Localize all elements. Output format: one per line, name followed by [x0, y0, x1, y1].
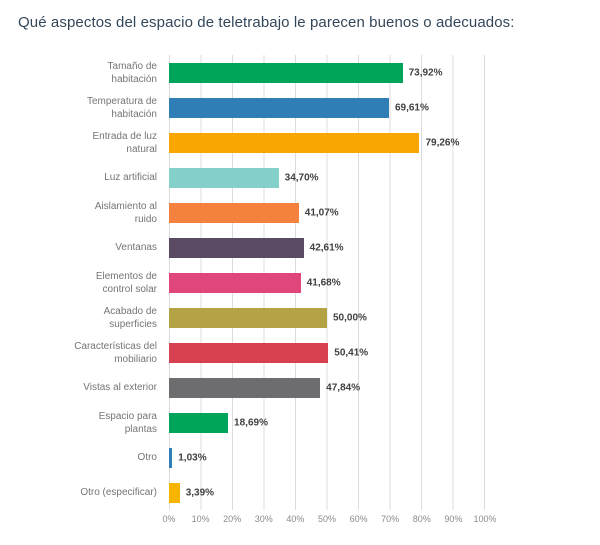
- chart-row: Ventanas 42,61%: [14, 230, 586, 265]
- x-tick-label: 90%: [444, 514, 463, 524]
- category-label-text: Otro (especificar): [80, 487, 157, 498]
- category-label-text: Elementos de control solar: [95, 270, 157, 295]
- value-label: 41,07%: [304, 207, 339, 218]
- value-label: 3,39%: [185, 487, 215, 498]
- category-label: Luz artificial: [14, 171, 169, 184]
- category-label-text: Acabado de superficies: [103, 305, 157, 330]
- bar-chart: Tamaño de habitación 73,92% Temperatura de…: [14, 55, 586, 532]
- x-tick-label: 100%: [473, 514, 497, 524]
- bar: [169, 377, 321, 398]
- category-label: Otro (especificar): [14, 486, 169, 499]
- chart-row: Tamaño de habitación 73,92%: [14, 55, 586, 90]
- bar-track: 79,26%: [169, 132, 485, 153]
- category-label: Entrada de luz natural: [14, 130, 169, 156]
- bar-rows: Tamaño de habitación 73,92% Temperatura de…: [14, 55, 586, 510]
- category-label: Acabado de superficies: [14, 305, 169, 331]
- category-label-text: Otro: [137, 452, 157, 463]
- bar-track: 73,92%: [169, 62, 485, 83]
- category-label-text: Temperatura de habitación: [86, 95, 157, 120]
- value-label: 79,26%: [425, 137, 460, 148]
- value-label: 1,03%: [178, 452, 207, 463]
- chart-row: Características del mobiliario 50,41%: [14, 335, 586, 370]
- x-tick-label: 80%: [412, 514, 431, 524]
- category-label-text: Vistas al exterior: [83, 382, 157, 393]
- value-label: 34,70%: [284, 172, 319, 183]
- x-tick-label: 70%: [381, 514, 400, 524]
- category-label-text: Tamaño de habitación: [107, 60, 157, 85]
- chart-row: Espacio para plantas 18,69%: [14, 405, 586, 440]
- x-tick-label: 50%: [317, 514, 337, 524]
- category-label: Elementos de control solar: [14, 270, 169, 296]
- bar-track: 18,69%: [169, 412, 485, 433]
- bar-track: 50,00%: [169, 307, 485, 328]
- value-label: 73,92%: [408, 67, 443, 78]
- category-label: Características del mobiliario: [14, 340, 169, 366]
- chart-row: Otro (especificar) 3,39%: [14, 475, 586, 510]
- value-label: 50,00%: [333, 312, 367, 323]
- chart-row: Acabado de superficies 50,00%: [14, 300, 586, 335]
- x-tick-label: 0%: [162, 514, 176, 524]
- bar: [169, 307, 327, 328]
- bar: [169, 412, 229, 433]
- bar-track: 42,61%: [169, 237, 485, 258]
- bar: [169, 482, 180, 503]
- category-label: Vistas al exterior: [14, 381, 169, 394]
- x-tick-label: 30%: [254, 514, 273, 524]
- x-tick-label: 20%: [223, 514, 242, 524]
- x-tick-label: 10%: [191, 514, 210, 524]
- value-label: 18,69%: [234, 417, 268, 428]
- chart-row: Luz artificial 34,70%: [14, 160, 586, 195]
- bar: [169, 97, 389, 118]
- category-label: Ventanas: [14, 241, 169, 254]
- chart-title: Qué aspectos del espacio de teletrabajo …: [18, 14, 515, 31]
- category-label: Tamaño de habitación: [14, 60, 169, 86]
- category-label: Espacio para plantas: [14, 410, 169, 436]
- category-label-text: Ventanas: [115, 242, 157, 253]
- category-label: Otro: [14, 451, 169, 464]
- bar-track: 34,70%: [169, 167, 485, 188]
- chart-row: Temperatura de habitación 69,61%: [14, 90, 586, 125]
- category-label-text: Entrada de luz natural: [92, 130, 158, 155]
- bar-track: 47,84%: [169, 377, 485, 398]
- category-label-text: Luz artificial: [104, 172, 157, 183]
- bar: [169, 447, 173, 468]
- bar-track: 3,39%: [169, 482, 485, 503]
- bar: [169, 342, 329, 363]
- category-label-text: Características del mobiliario: [74, 340, 157, 365]
- bar-track: 50,41%: [169, 342, 485, 363]
- bar-track: 41,68%: [169, 272, 485, 293]
- page: Qué aspectos del espacio de teletrabajo …: [14, 14, 586, 532]
- category-label-text: Espacio para plantas: [98, 410, 157, 435]
- plot-area: Tamaño de habitación 73,92% Temperatura de…: [14, 55, 586, 510]
- chart-row: Vistas al exterior 47,84%: [14, 370, 586, 405]
- x-axis: 0% 10% 20% 30% 40% 50% 60% 70% 80% 90% 100%: [162, 514, 496, 532]
- value-label: 69,61%: [394, 102, 429, 113]
- bar-track: 69,61%: [169, 97, 485, 118]
- category-label: Aislamiento al ruido: [14, 200, 169, 226]
- value-label: 42,61%: [309, 242, 344, 253]
- category-label: Temperatura de habitación: [14, 95, 169, 121]
- chart-row: Aislamiento al ruido 41,07%: [14, 195, 586, 230]
- bar-track: 1,03%: [169, 447, 485, 468]
- bar: [169, 62, 403, 83]
- bar-track: 41,07%: [169, 202, 485, 223]
- bar: [169, 132, 420, 153]
- chart-row: Entrada de luz natural 79,26%: [14, 125, 586, 160]
- value-label: 50,41%: [334, 347, 369, 358]
- category-label-text: Aislamiento al ruido: [94, 200, 157, 225]
- value-label: 47,84%: [326, 382, 361, 393]
- bar: [169, 272, 301, 293]
- chart-row: Otro 1,03%: [14, 440, 586, 475]
- x-tick-label: 40%: [286, 514, 305, 524]
- x-tick-label: 60%: [349, 514, 368, 524]
- chart-row: Elementos de control solar 41,68%: [14, 265, 586, 300]
- value-label: 41,68%: [306, 277, 341, 288]
- bar: [169, 202, 299, 223]
- bar: [169, 167, 279, 188]
- bar: [169, 237, 304, 258]
